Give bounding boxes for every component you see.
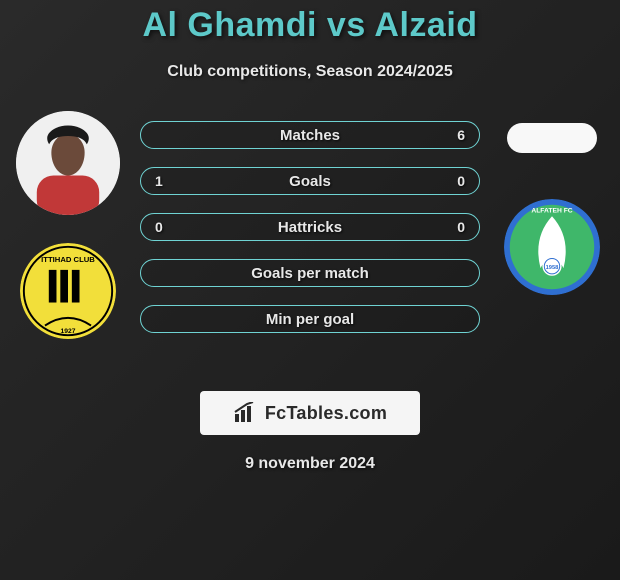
stat-row-matches: Matches 6: [140, 121, 480, 149]
stat-label: Hattricks: [179, 219, 441, 236]
stat-row-goals: 1 Goals 0: [140, 167, 480, 195]
svg-text:ALFATEH FC: ALFATEH FC: [531, 207, 572, 214]
player2-avatar-placeholder: [507, 123, 597, 153]
subtitle: Club competitions, Season 2024/2025: [0, 63, 620, 81]
player1-column: ITTIHAD CLUB 1927: [8, 111, 128, 339]
player2-column: ALFATEH FC 1958: [492, 111, 612, 295]
svg-text:1958: 1958: [546, 265, 560, 271]
stat-row-goals-per-match: Goals per match: [140, 259, 480, 287]
stat-left-value: 0: [155, 219, 179, 235]
footer-date: 9 november 2024: [0, 455, 620, 473]
svg-text:ITTIHAD CLUB: ITTIHAD CLUB: [41, 255, 95, 264]
stat-label: Min per goal: [179, 311, 441, 328]
stat-right-value: 0: [441, 219, 465, 235]
brand-logo: FcTables.com: [200, 391, 420, 435]
player1-avatar: [16, 111, 120, 215]
stat-row-min-per-goal: Min per goal: [140, 305, 480, 333]
page-title: Al Ghamdi vs Alzaid: [0, 0, 620, 45]
stat-label: Goals: [179, 173, 441, 190]
stat-right-value: 0: [441, 173, 465, 189]
stats-list: Matches 6 1 Goals 0 0 Hattricks 0 Goals …: [140, 121, 480, 351]
stat-left-value: 1: [155, 173, 179, 189]
chart-icon: [233, 402, 259, 424]
stat-label: Goals per match: [179, 265, 441, 282]
brand-text: FcTables.com: [265, 403, 387, 424]
comparison-panel: ITTIHAD CLUB 1927 ALFATEH FC 1958: [0, 111, 620, 391]
player1-club-logo: ITTIHAD CLUB 1927: [20, 243, 116, 339]
stat-label: Matches: [179, 127, 441, 144]
stat-row-hattricks: 0 Hattricks 0: [140, 213, 480, 241]
svg-text:1927: 1927: [61, 328, 76, 335]
stat-right-value: 6: [441, 127, 465, 143]
player2-club-logo: ALFATEH FC 1958: [504, 199, 600, 295]
